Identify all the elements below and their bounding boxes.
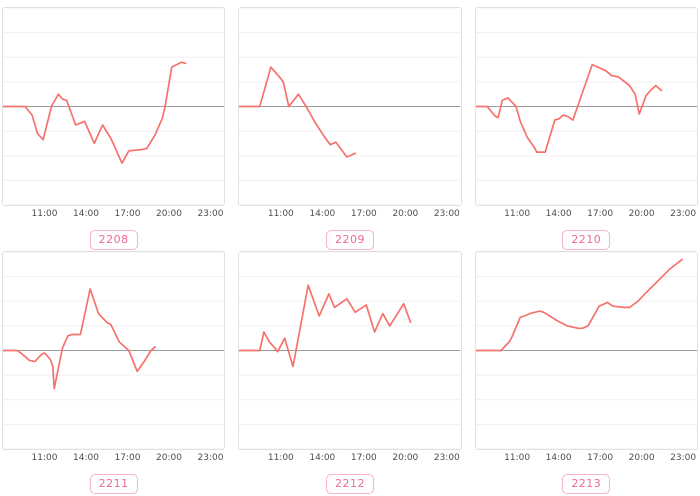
x-tick-label: 17:00 xyxy=(114,453,141,463)
x-tick-label: 17:00 xyxy=(587,453,614,463)
x-tick-label: 11:00 xyxy=(31,209,58,219)
x-tick-label: 17:00 xyxy=(350,209,377,219)
x-tick-label: 14:00 xyxy=(73,209,99,219)
chart-id-badge[interactable]: 2210 xyxy=(562,230,611,250)
chart-id-badge[interactable]: 2208 xyxy=(89,230,138,250)
badge-row: 2213 xyxy=(475,472,698,494)
line-chart xyxy=(475,252,697,449)
x-tick-label: 14:00 xyxy=(545,453,572,463)
x-tick-label: 20:00 xyxy=(156,209,182,219)
x-tick-label: 23:00 xyxy=(433,453,460,463)
chart-id-badge[interactable]: 2211 xyxy=(89,474,138,494)
chart-id-badge[interactable]: 2212 xyxy=(325,474,374,494)
chart-tile: 11:00 14:00 17:00 20:00 23:00 2212 xyxy=(238,251,462,495)
line-chart xyxy=(3,252,225,449)
badge-row: 2209 xyxy=(238,228,461,250)
x-tick-label: 14:00 xyxy=(309,209,336,219)
x-tick-label: 17:00 xyxy=(350,453,377,463)
line-chart xyxy=(3,8,225,205)
x-tick-label: 20:00 xyxy=(628,453,655,463)
line-chart xyxy=(239,252,461,449)
chart-panel xyxy=(474,7,698,206)
x-tick-label: 14:00 xyxy=(309,453,336,463)
x-tick-label: 11:00 xyxy=(31,453,58,463)
x-tick-label: 23:00 xyxy=(670,453,697,463)
x-axis: 11:00 14:00 17:00 20:00 23:00 xyxy=(476,209,697,223)
chart-tile: 11:00 14:00 17:00 20:00 23:00 2209 xyxy=(238,7,462,251)
chart-id-badge[interactable]: 2209 xyxy=(325,230,374,250)
x-tick-label: 20:00 xyxy=(392,453,419,463)
x-tick-label: 23:00 xyxy=(197,453,224,463)
x-tick-label: 20:00 xyxy=(156,453,182,463)
chart-panel xyxy=(2,251,226,450)
line-chart xyxy=(239,8,461,205)
x-tick-label: 11:00 xyxy=(504,453,531,463)
chart-tile: 11:00 14:00 17:00 20:00 23:00 2211 xyxy=(2,251,226,495)
chart-tile: 11:00 14:00 17:00 20:00 23:00 2213 xyxy=(474,251,698,495)
chart-panel xyxy=(474,251,698,450)
chart-tile: 11:00 14:00 17:00 20:00 23:00 2208 xyxy=(2,7,226,251)
line-chart xyxy=(475,8,697,205)
badge-row: 2211 xyxy=(2,472,225,494)
x-tick-label: 17:00 xyxy=(114,209,141,219)
x-tick-label: 11:00 xyxy=(267,453,294,463)
x-axis: 11:00 14:00 17:00 20:00 23:00 xyxy=(239,453,460,467)
x-tick-label: 17:00 xyxy=(587,209,614,219)
x-axis: 11:00 14:00 17:00 20:00 23:00 xyxy=(239,209,460,223)
x-axis: 11:00 14:00 17:00 20:00 23:00 xyxy=(3,209,224,223)
x-tick-label: 11:00 xyxy=(267,209,294,219)
badge-row: 2208 xyxy=(2,228,225,250)
chart-tile: 11:00 14:00 17:00 20:00 23:00 2210 xyxy=(474,7,698,251)
x-axis: 11:00 14:00 17:00 20:00 23:00 xyxy=(476,453,697,467)
x-tick-label: 23:00 xyxy=(433,209,460,219)
x-tick-label: 23:00 xyxy=(197,209,224,219)
chart-panel xyxy=(238,7,462,206)
x-tick-label: 11:00 xyxy=(504,209,531,219)
x-tick-label: 14:00 xyxy=(545,209,572,219)
x-axis: 11:00 14:00 17:00 20:00 23:00 xyxy=(3,453,224,467)
badge-row: 2210 xyxy=(475,228,698,250)
badge-row: 2212 xyxy=(238,472,461,494)
chart-panel xyxy=(2,7,226,206)
x-tick-label: 20:00 xyxy=(392,209,419,219)
x-tick-label: 23:00 xyxy=(670,209,697,219)
chart-id-badge[interactable]: 2213 xyxy=(562,474,611,494)
chart-panel xyxy=(238,251,462,450)
x-tick-label: 14:00 xyxy=(73,453,99,463)
x-tick-label: 20:00 xyxy=(628,209,655,219)
